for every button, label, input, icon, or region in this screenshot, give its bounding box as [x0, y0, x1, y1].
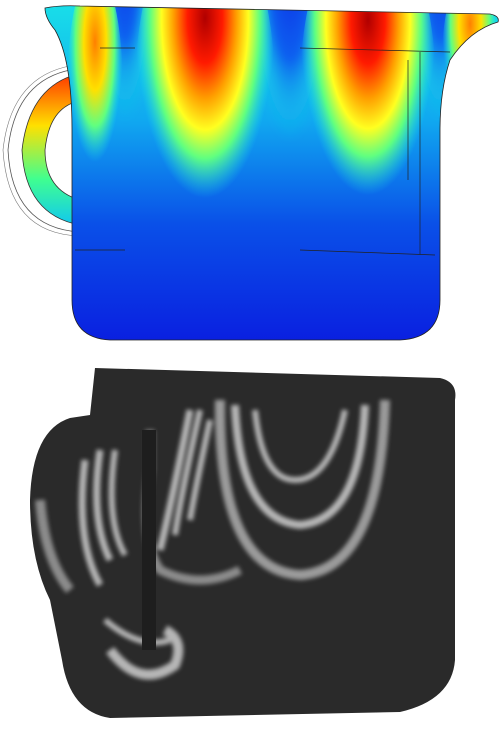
page: {} [0, 0, 504, 730]
simulation-image [3, 0, 504, 345]
interferogram-image [25, 360, 465, 725]
figure [0, 0, 504, 730]
